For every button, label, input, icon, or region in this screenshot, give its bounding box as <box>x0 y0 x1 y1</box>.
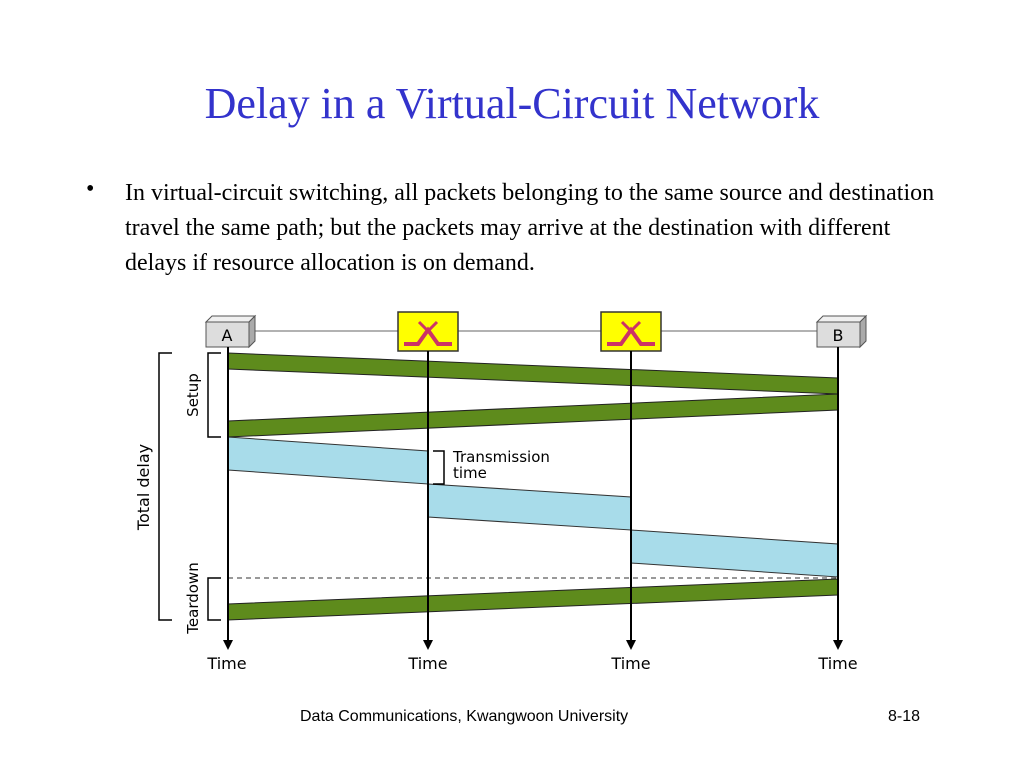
time-label: Time <box>817 654 857 673</box>
bullet-text: In virtual-circuit switching, all packet… <box>125 180 935 276</box>
data-packet-hop-2 <box>427 483 632 531</box>
time-label: Time <box>610 654 650 673</box>
node-a-label: A <box>222 326 233 345</box>
footer-text: Data Communications, Kwangwoon Universit… <box>300 708 629 725</box>
teardown-bracket <box>207 577 221 621</box>
node-b-label: B <box>833 326 844 345</box>
page-number: 8-18 <box>888 708 921 725</box>
transmission-time-label-line-1: Transmission <box>452 448 550 466</box>
time-label: Time <box>407 654 447 673</box>
node-b: B <box>815 314 868 349</box>
setup-label: Setup <box>184 373 202 417</box>
total-delay-bracket <box>158 352 172 621</box>
setup-request-packet <box>227 352 839 395</box>
switch-icon <box>397 311 459 352</box>
slide-title: Delay in a Virtual-Circuit Network <box>204 79 820 128</box>
data-packet-hop-3 <box>630 529 839 578</box>
total-delay-label: Total delay <box>134 444 153 531</box>
data-packet-hop-1 <box>227 436 429 485</box>
node-a: A <box>204 314 257 349</box>
setup-ack-packet <box>227 393 839 438</box>
setup-bracket <box>207 352 221 438</box>
time-label: Time <box>206 654 246 673</box>
teardown-packet <box>227 578 839 621</box>
transmission-time-bracket <box>433 450 445 485</box>
transmission-time-label-line-2: time <box>453 464 487 482</box>
bullet-marker: • <box>86 176 95 202</box>
teardown-label: Teardown <box>184 562 202 634</box>
switch-icon <box>600 311 662 352</box>
